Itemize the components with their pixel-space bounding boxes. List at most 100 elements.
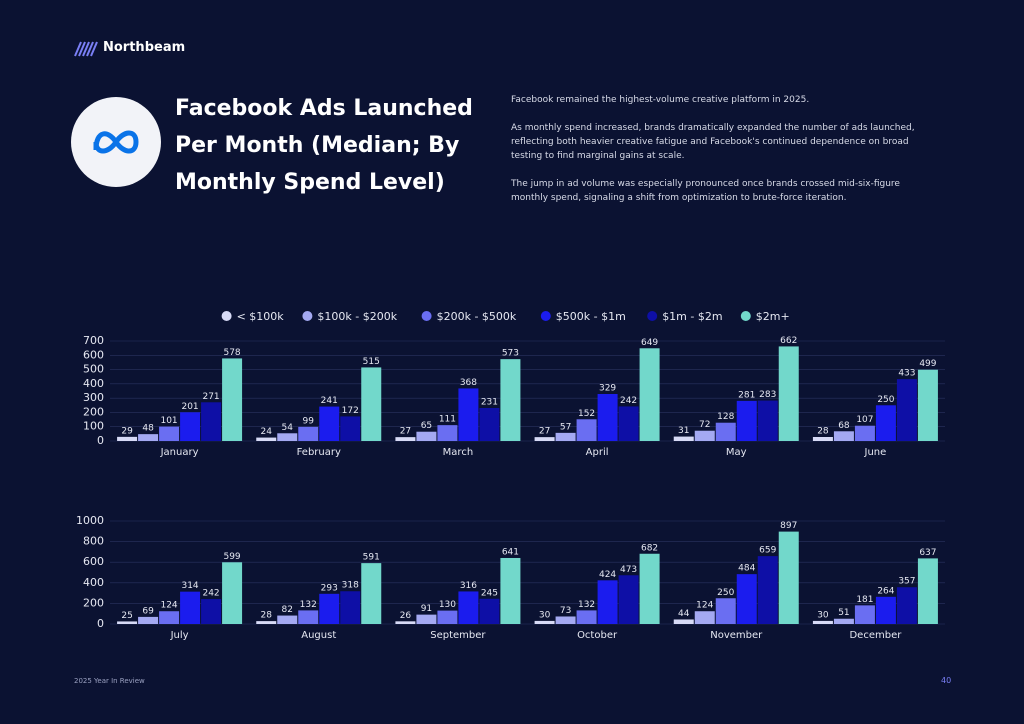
value-label: 130 — [439, 600, 456, 610]
x-tick-label: July — [170, 630, 189, 641]
y-tick-label: 500 — [83, 363, 104, 376]
legend-label: < $100k — [237, 310, 285, 323]
value-label: 271 — [202, 392, 219, 402]
bar — [576, 610, 597, 624]
bar — [694, 430, 715, 441]
value-label: 29 — [121, 426, 133, 436]
bar — [875, 405, 896, 441]
x-tick-label: March — [443, 447, 473, 458]
value-label: 73 — [560, 606, 571, 616]
bar — [555, 432, 576, 441]
value-label: 637 — [919, 548, 936, 558]
brand-name: Northbeam — [103, 40, 186, 55]
value-label: 682 — [641, 543, 658, 553]
value-label: 264 — [877, 586, 894, 596]
bar — [180, 412, 201, 441]
value-label: 433 — [898, 369, 915, 379]
bar — [618, 406, 639, 441]
bar — [256, 621, 277, 624]
bar — [361, 563, 382, 624]
y-tick-label: 1000 — [76, 514, 104, 527]
legend-label: $200k - $500k — [437, 310, 517, 323]
paragraph: The jump in ad volume was especially pro… — [511, 179, 900, 203]
bar — [715, 598, 736, 624]
bar — [715, 422, 736, 441]
page-number: 40 — [941, 676, 952, 685]
legend-label: $100k - $200k — [317, 310, 397, 323]
title: Facebook Ads Launched Per Month (Median;… — [175, 96, 473, 195]
value-label: 573 — [502, 349, 519, 359]
x-tick-label: April — [586, 447, 609, 458]
value-label: 91 — [421, 604, 432, 614]
footer-text: 2025 Year In Review — [74, 677, 145, 685]
value-label: 515 — [363, 357, 380, 367]
bar — [298, 426, 319, 441]
legend-swatch — [221, 311, 232, 321]
bar — [555, 616, 576, 624]
value-label: 30 — [539, 610, 551, 620]
y-tick-label: 300 — [83, 391, 104, 404]
y-tick-label: 600 — [83, 348, 104, 361]
value-label: 241 — [321, 396, 338, 406]
bar — [618, 575, 639, 624]
value-label: 54 — [282, 423, 294, 433]
y-tick-label: 200 — [83, 596, 104, 609]
value-label: 132 — [300, 600, 317, 610]
bar — [833, 618, 854, 624]
y-tick-label: 0 — [97, 434, 104, 447]
bar — [576, 419, 597, 441]
value-label: 31 — [678, 426, 689, 436]
y-tick-label: 400 — [83, 576, 104, 589]
y-tick-label: 600 — [83, 555, 104, 568]
value-label: 283 — [759, 390, 776, 400]
value-label: 26 — [400, 611, 412, 621]
value-label: 250 — [717, 588, 734, 598]
bar — [736, 574, 757, 624]
value-label: 51 — [838, 608, 849, 618]
bar — [896, 587, 917, 624]
x-tick-label: June — [864, 447, 887, 458]
value-label: 57 — [560, 422, 571, 432]
y-tick-label: 700 — [83, 334, 104, 347]
legend-swatch — [302, 311, 313, 321]
value-label: 242 — [620, 396, 637, 406]
bar — [757, 556, 778, 624]
brand-logo — [74, 41, 98, 57]
bar — [479, 598, 500, 624]
bar — [854, 425, 875, 441]
y-tick-label: 100 — [83, 420, 104, 433]
x-tick-label: May — [726, 447, 747, 458]
value-label: 281 — [738, 390, 755, 400]
legend-label: $1m - $2m — [662, 310, 722, 323]
value-label: 107 — [856, 415, 873, 425]
value-label: 181 — [856, 595, 873, 605]
bar — [778, 531, 799, 624]
value-label: 48 — [142, 424, 154, 434]
bar — [222, 562, 243, 624]
value-label: 659 — [759, 546, 776, 556]
bar — [917, 558, 938, 624]
value-label: 316 — [460, 581, 477, 591]
value-label: 897 — [780, 521, 797, 531]
value-label: 641 — [502, 547, 519, 557]
value-label: 132 — [578, 600, 595, 610]
value-label: 68 — [838, 421, 850, 431]
value-label: 172 — [342, 406, 359, 416]
value-label: 599 — [223, 552, 240, 562]
bar — [138, 616, 159, 624]
bar — [319, 406, 340, 441]
value-label: 649 — [641, 338, 658, 348]
bar — [117, 436, 138, 441]
value-label: 152 — [578, 409, 595, 419]
value-label: 250 — [877, 395, 894, 405]
legend-swatch — [540, 311, 551, 321]
bar — [458, 388, 479, 441]
value-label: 44 — [678, 609, 690, 619]
bar — [416, 614, 437, 624]
legend-swatch — [647, 311, 658, 321]
bar — [736, 400, 757, 441]
bar — [298, 610, 319, 624]
value-label: 124 — [696, 601, 713, 611]
